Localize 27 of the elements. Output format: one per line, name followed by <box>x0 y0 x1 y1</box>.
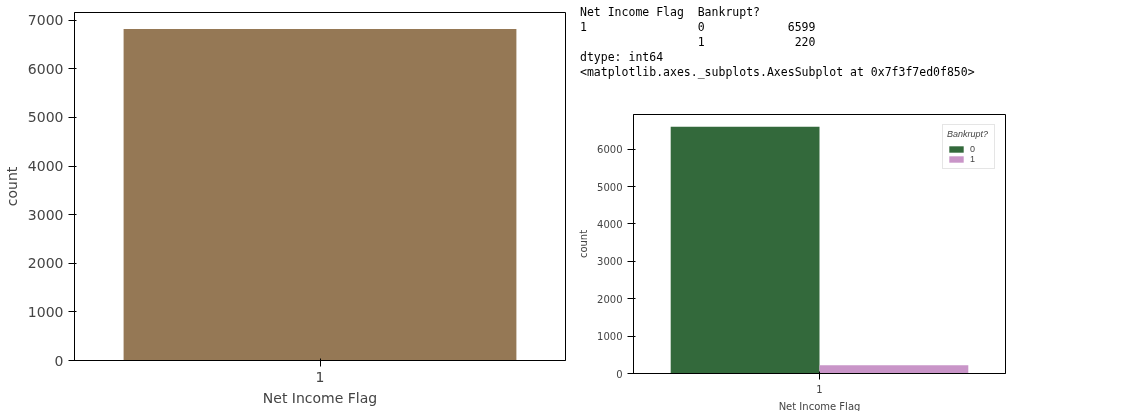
y-tick-label: 1000 <box>597 331 623 343</box>
text: Net Income Flag Bankrupt? <box>580 5 761 19</box>
legend-title: Bankrupt? <box>947 129 990 139</box>
y-axis-title: count <box>3 166 20 207</box>
text: dtype: int64 <box>580 50 664 64</box>
text: 1 220 <box>697 35 816 49</box>
y-tick-label: 5000 <box>27 109 64 126</box>
y-tick-label: 7000 <box>27 12 64 29</box>
y-tick-label: 0 <box>54 352 64 369</box>
y-tick-label: 0 <box>616 368 623 380</box>
y-tick-label: 6000 <box>597 144 623 156</box>
y-tick-label: 5000 <box>597 181 623 193</box>
legend-label: 0 <box>970 144 976 154</box>
y-tick-label: 1000 <box>27 303 64 320</box>
y-tick-label: 2000 <box>27 255 64 272</box>
y-tick-label: 2000 <box>597 293 623 305</box>
y-axis-title: count <box>578 229 590 259</box>
y-tick-label: 3000 <box>597 256 623 268</box>
y-tick-label: 4000 <box>27 158 64 175</box>
y-tick-label: 3000 <box>27 206 64 223</box>
text: 1 0 6599 <box>580 20 816 34</box>
y-tick-label: 6000 <box>27 60 64 77</box>
x-axis-title: Net Income Flag <box>262 389 378 406</box>
y-tick-label: 4000 <box>597 218 623 230</box>
legend-label: 1 <box>970 154 976 164</box>
text: <matplotlib.axes._subplots.AxesSubplot at 0x7f3f7ed0f850> <box>580 65 975 79</box>
x-axis-title: Net Income Flag <box>778 400 861 411</box>
